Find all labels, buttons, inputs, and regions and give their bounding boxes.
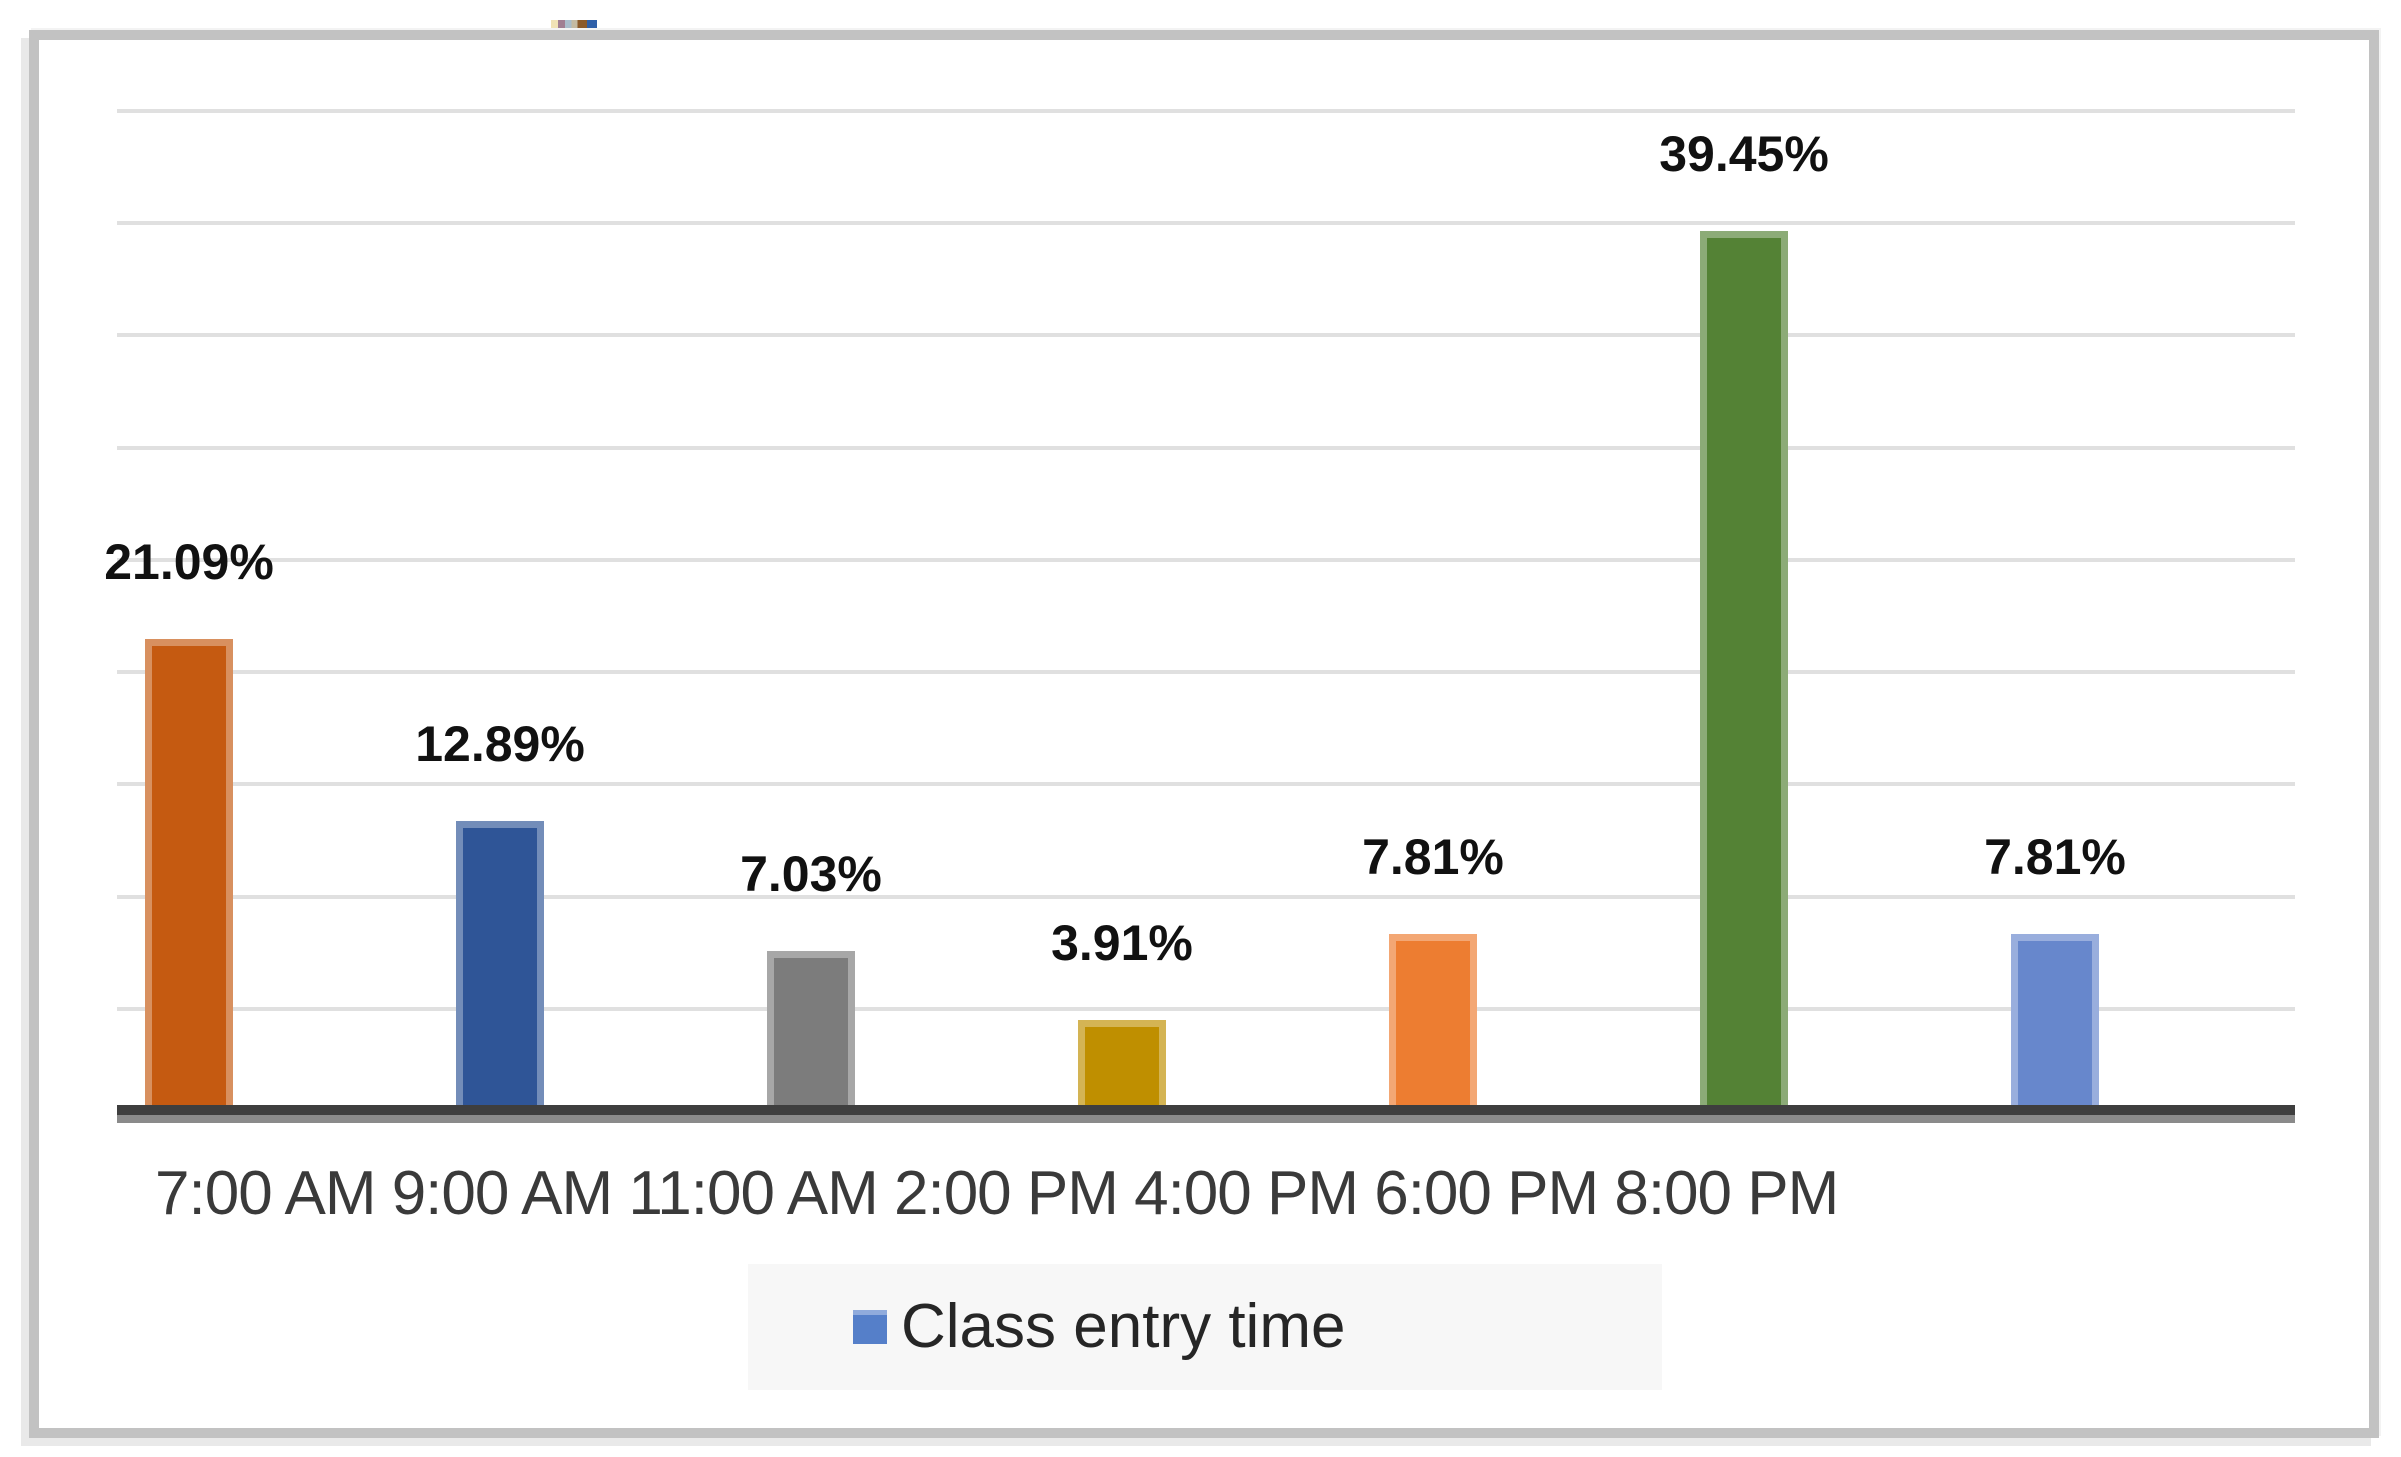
legend	[748, 1264, 1662, 1390]
bar-11-00-AM	[767, 951, 855, 1107]
bar-2-00-PM	[1078, 1020, 1166, 1107]
x-axis-line	[117, 1105, 2295, 1115]
bar-6-00-PM	[1700, 231, 1788, 1107]
bar-7-00-AM	[145, 639, 233, 1107]
data-label-2-00-PM: 3.91%	[1051, 915, 1193, 971]
bar-4-00-PM	[1389, 934, 1477, 1107]
data-label-4-00-PM: 7.81%	[1362, 829, 1504, 885]
legend-marker-icon	[853, 1310, 887, 1344]
legend-label: Class entry time	[901, 1292, 1346, 1361]
data-label-8-00-PM: 7.81%	[1984, 829, 2126, 885]
gridline-25pct	[117, 558, 2295, 562]
gridline-5pct	[117, 1007, 2295, 1011]
gridline-45pct	[117, 109, 2295, 113]
chart-frame	[29, 30, 2379, 1438]
gridline-30pct	[117, 446, 2295, 450]
data-label-11-00-AM: 7.03%	[740, 846, 882, 902]
data-label-7-00-AM: 21.09%	[104, 534, 274, 590]
data-label-9-00-AM: 12.89%	[415, 716, 585, 772]
bar-9-00-AM	[456, 821, 544, 1107]
gridline-10pct	[117, 895, 2295, 899]
gridline-15pct	[117, 782, 2295, 786]
bar-8-00-PM	[2011, 934, 2099, 1107]
gridline-40pct	[117, 221, 2295, 225]
data-label-6-00-PM: 39.45%	[1659, 126, 1829, 182]
gridline-20pct	[117, 670, 2295, 674]
x-axis-category-labels: 7:00 AM 9:00 AM 11:00 AM 2:00 PM 4:00 PM…	[155, 1159, 1839, 1228]
x-axis-line-shadow	[117, 1115, 2295, 1123]
gridline-35pct	[117, 333, 2295, 337]
